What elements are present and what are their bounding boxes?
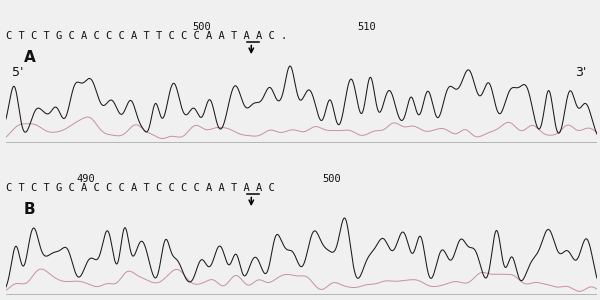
Text: 500: 500: [322, 174, 341, 184]
Text: C T C T G C A C C C A T C C C C A A T A A C: C T C T G C A C C C A T C C C C A A T A …: [6, 183, 275, 193]
Text: 5': 5': [12, 67, 23, 80]
Text: 490: 490: [77, 174, 95, 184]
Text: 500: 500: [192, 22, 211, 32]
Text: B: B: [24, 202, 35, 217]
Text: 3': 3': [575, 67, 587, 80]
Text: A: A: [24, 50, 35, 65]
Text: 510: 510: [358, 22, 376, 32]
Text: C T C T G C A C C C A T T C C C A A T A A C .: C T C T G C A C C C A T T C C C A A T A …: [6, 31, 287, 41]
